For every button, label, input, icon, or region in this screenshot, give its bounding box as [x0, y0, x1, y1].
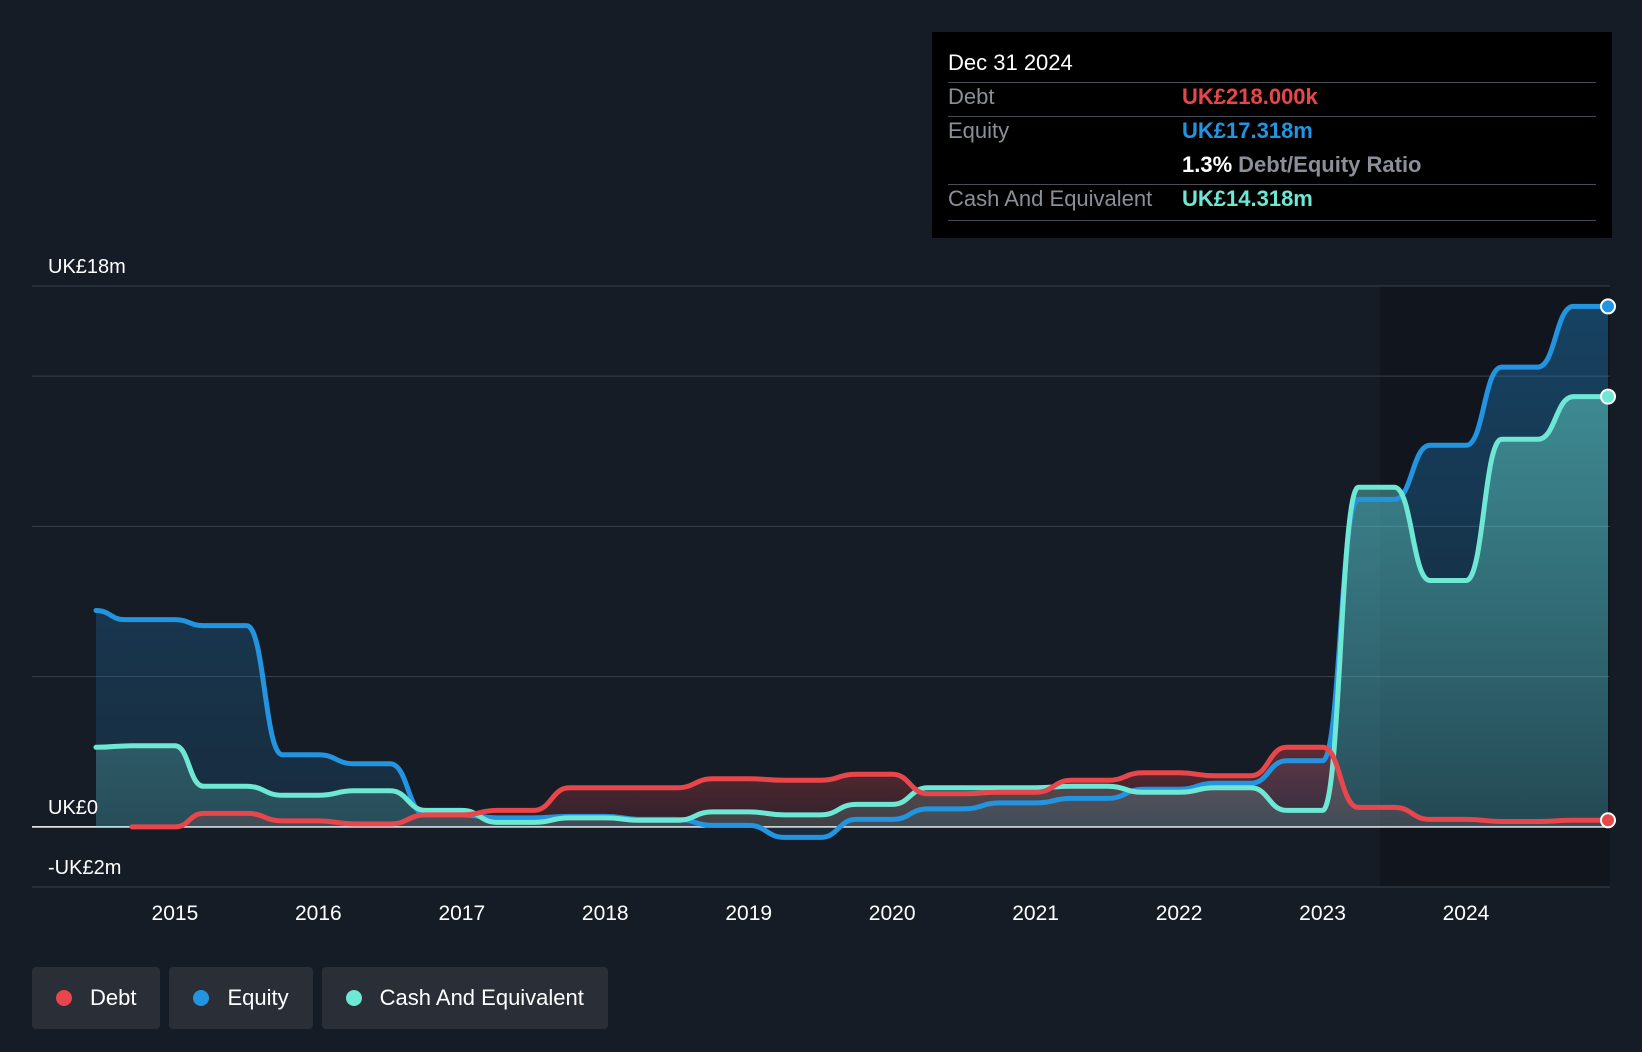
equity-dot-icon [193, 990, 210, 1006]
tooltip-divider [948, 220, 1596, 221]
tooltip-divider [948, 184, 1596, 185]
tooltip-panel: Dec 31 2024 Debt UK£218.000k Equity UK£1… [932, 32, 1612, 238]
y-tick-label: UK£0 [48, 797, 98, 819]
x-tick-label: 2016 [295, 902, 342, 925]
x-tick-label: 2021 [1012, 902, 1059, 925]
tooltip-divider [948, 116, 1596, 117]
debt-line [129, 744, 1611, 830]
debt-end-marker [1600, 812, 1616, 829]
tooltip-date: Dec 31 2024 [948, 50, 1073, 75]
tooltip-cash-label: Cash And Equivalent [948, 186, 1153, 211]
tooltip-ratio-value: 1.3% [1182, 152, 1233, 177]
legend-label-cash: Cash And Equivalent [379, 985, 584, 1010]
equity-line [93, 303, 1611, 840]
x-tick-label: 2015 [152, 902, 199, 925]
x-tick-label: 2022 [1156, 902, 1203, 925]
grid-layer [32, 285, 1610, 888]
x-tick-label: 2024 [1443, 902, 1490, 925]
cash-end-marker [1600, 388, 1616, 405]
tooltip-divider [948, 82, 1596, 83]
x-tick-label: 2018 [582, 902, 629, 925]
x-tick-label: 2019 [725, 902, 772, 925]
tooltip-cash-value: UK£14.318m [1182, 186, 1313, 211]
tooltip-debt-label: Debt [948, 84, 995, 109]
tooltip-ratio-label: Debt/Equity Ratio [1238, 152, 1422, 177]
tooltip-ratio-row: 1.3% Debt/Equity Ratio [1182, 152, 1422, 178]
legend-label-debt: Debt [90, 985, 137, 1010]
x-tick-label: 2020 [869, 902, 916, 925]
equity-end-marker [1600, 298, 1616, 315]
legend-item-cash[interactable]: Cash And Equivalent [321, 967, 608, 1029]
marker-layer [1600, 298, 1616, 829]
tooltip-debt-value: UK£218.000k [1182, 84, 1318, 109]
debt-dot-icon [56, 990, 72, 1006]
debt-area [131, 747, 1608, 827]
axis-layer: UK£18m UK£0 -UK£2m 2015 2016 2017 2018 2019 2020… [48, 256, 1490, 925]
legend-label-equity: Equity [227, 985, 289, 1010]
legend-item-equity[interactable]: Equity [169, 967, 313, 1029]
tooltip-equity-label: Equity [948, 118, 1010, 143]
x-tick-label: 2023 [1299, 902, 1346, 925]
chart-legend: Debt Equity Cash And Equivalent [32, 967, 608, 1029]
cash-line [93, 394, 1611, 825]
y-tick-label: -UK£2m [48, 857, 121, 879]
tooltip-equity-value: UK£17.318m [1182, 118, 1313, 143]
y-tick-label: UK£18m [48, 256, 126, 278]
cash-area [96, 396, 1608, 827]
legend-item-debt[interactable]: Debt [32, 967, 161, 1029]
x-tick-label: 2017 [438, 902, 485, 925]
line-layer [93, 303, 1611, 840]
cash-dot-icon [345, 990, 362, 1006]
